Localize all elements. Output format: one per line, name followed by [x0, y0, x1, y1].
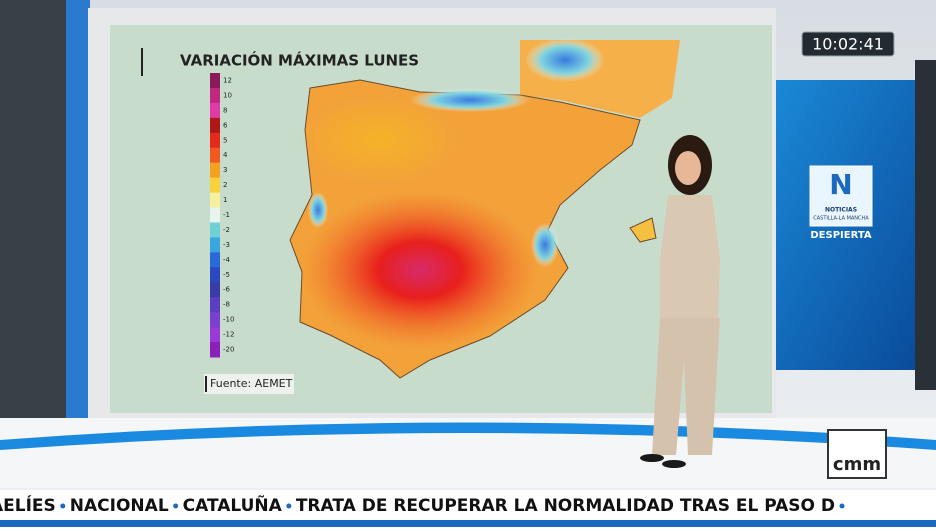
legend-label: 1	[223, 196, 227, 204]
legend-swatch	[210, 207, 220, 223]
legend-swatch	[210, 237, 220, 253]
legend-swatch	[210, 312, 220, 328]
left-pillar	[66, 0, 90, 420]
map-title: VARIACIÓN MÁXIMAS LUNES	[180, 51, 419, 70]
cool-patch	[525, 38, 605, 82]
ticker-dot	[60, 503, 66, 509]
ticker-dot	[173, 503, 179, 509]
legend-label: -3	[223, 241, 230, 249]
legend-swatch	[210, 222, 220, 238]
legend-swatch	[210, 342, 220, 358]
ticker-edge	[0, 520, 936, 527]
ticker-item: TRATA DE RECUPERAR LA NORMALIDAD TRAS EL…	[296, 496, 835, 516]
legend-label: -20	[223, 346, 234, 354]
legend-swatch	[210, 162, 220, 179]
legend-label: -6	[223, 286, 231, 294]
hot-patch	[300, 190, 540, 350]
presenter	[640, 135, 720, 468]
north-coast-cool	[410, 88, 530, 112]
logo-line: CASTILLA-LA MANCHA	[813, 216, 869, 222]
left-set	[0, 0, 70, 420]
legend-swatch	[210, 102, 220, 119]
legend-label: 4	[223, 151, 228, 159]
legend-label: 8	[223, 106, 227, 114]
portugal-cool	[308, 192, 328, 228]
logo-letter: N	[829, 168, 852, 201]
ticker-item: NACIONAL	[70, 496, 169, 516]
legend-label: 5	[223, 136, 227, 144]
legend-label: -8	[223, 301, 230, 309]
legend-label: -1	[223, 211, 230, 219]
clock: 10:02:41	[812, 35, 884, 54]
legend-swatch	[210, 267, 220, 283]
legend-swatch	[210, 192, 220, 209]
legend-swatch	[210, 147, 220, 164]
legend-label: -10	[223, 316, 234, 324]
legend-label: -2	[223, 226, 230, 234]
legend-label: 10	[223, 91, 232, 99]
legend-label: 12	[223, 76, 232, 84]
ticker-dot	[286, 503, 292, 509]
legend: 12 10 8 6 5 4 3 2 1 -1 -2 -3 -4 -5 -6 -8 -10 -12 -20	[210, 73, 234, 358]
source-label: Fuente: AEMET	[210, 377, 293, 390]
balearic-islands	[629, 217, 657, 243]
warm-patch	[300, 95, 460, 185]
channel-logo-box	[827, 429, 887, 479]
legend-label: -4	[223, 256, 231, 264]
legend-swatch	[210, 87, 220, 104]
legend-swatch	[210, 117, 220, 134]
legend-swatch	[210, 297, 220, 313]
ticker-item: CATALUÑA	[183, 493, 283, 516]
ticker-bar	[0, 490, 936, 522]
legend-swatch	[210, 252, 220, 268]
source-box	[204, 374, 294, 394]
legend-label: -12	[223, 331, 234, 339]
legend-swatch	[210, 73, 220, 89]
valencia-cool	[531, 223, 559, 267]
ticker: AELÍES NACIONAL CATALUÑA TRATA DE RECUPERAR…	[0, 493, 845, 516]
logo-line: NOTICIAS	[825, 207, 857, 214]
ticker-dot	[839, 503, 845, 509]
legend-label: 3	[223, 166, 227, 174]
legend-swatch	[210, 327, 220, 343]
show-name: DESPIERTA	[810, 230, 872, 241]
right-set	[915, 60, 936, 390]
legend-swatch	[210, 282, 220, 298]
legend-label: 2	[223, 181, 227, 189]
channel-logo: cmm	[833, 454, 881, 475]
legend-label: -5	[223, 271, 230, 279]
clock-box	[801, 31, 895, 57]
legend-swatch	[210, 132, 220, 149]
ticker-item: AELÍES	[0, 494, 56, 516]
legend-swatch	[210, 177, 220, 194]
logo-box	[809, 165, 873, 227]
legend-label: 6	[223, 121, 228, 129]
